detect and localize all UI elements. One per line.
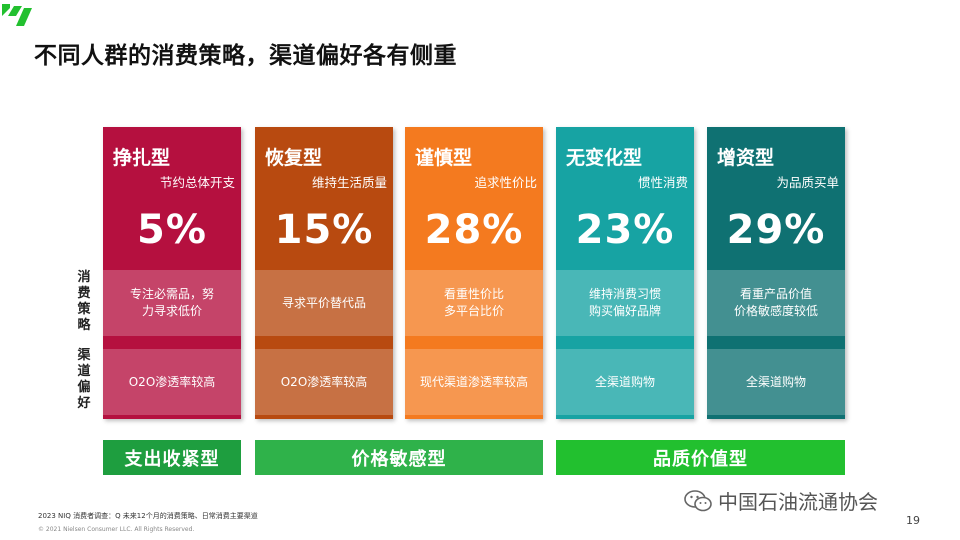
channel-band: 现代渠道渗透率较高 xyxy=(405,349,543,415)
strategy-text: 维持消费习惯 购买偏好品牌 xyxy=(588,287,661,318)
strategy-text: 看重性价比 多平台比价 xyxy=(443,287,504,318)
channel-band: O2O渗透率较高 xyxy=(103,349,241,415)
segment-card-recovering: 恢复型 维持生活质量 15% 寻求平价替代品 O2O渗透率较高 xyxy=(255,127,393,419)
page-title: 不同人群的消费策略，渠道偏好各有侧重 xyxy=(34,43,457,69)
segment-name: 无变化型 xyxy=(566,147,643,169)
source-footnote: 2023 NIQ 消费者调查：Q 未来12个月的消费策略、日常消费主要渠道 xyxy=(38,512,258,520)
copyright-notice: © 2021 Nielsen Consumer LLC. All Rights … xyxy=(38,526,195,533)
segment-subtitle: 为品质买单 xyxy=(776,175,839,190)
segment-name: 挣扎型 xyxy=(113,147,171,169)
segment-subtitle: 节约总体开支 xyxy=(159,175,235,190)
wechat-watermark: 中国石油流通协会 xyxy=(684,486,878,515)
strategy-band: 看重产品价值 价格敏感度较低 xyxy=(707,270,845,336)
strategy-text: 寻求平价替代品 xyxy=(281,295,366,310)
segment-subtitle: 惯性消费 xyxy=(637,175,688,190)
group-label-quality-value: 品质价值型 xyxy=(556,440,845,475)
strategy-text: 看重产品价值 价格敏感度较低 xyxy=(733,287,818,318)
channel-band: 全渠道购物 xyxy=(707,349,845,415)
group-label-price-sensitive: 价格敏感型 xyxy=(255,440,543,475)
niq-logo-icon xyxy=(2,4,32,26)
channel-text: O2O渗透率较高 xyxy=(280,374,368,389)
channel-text: 现代渠道渗透率较高 xyxy=(419,374,528,389)
channel-text: 全渠道购物 xyxy=(594,374,655,389)
strategy-band: 看重性价比 多平台比价 xyxy=(405,270,543,336)
segment-percentage: 15% xyxy=(274,207,374,253)
page-number: 19 xyxy=(906,514,920,527)
segment-percentage: 5% xyxy=(137,207,207,253)
segment-percentage: 23% xyxy=(575,207,675,253)
segment-name: 恢复型 xyxy=(265,147,323,169)
segment-percentage: 29% xyxy=(726,207,826,253)
segment-card-cautious: 谨慎型 追求性价比 28% 看重性价比 多平台比价 现代渠道渗透率较高 xyxy=(405,127,543,419)
group-label-spending-tight: 支出收紧型 xyxy=(103,440,241,475)
segment-name: 谨慎型 xyxy=(415,147,473,169)
watermark-text: 中国石油流通协会 xyxy=(718,490,878,514)
segment-subtitle: 维持生活质量 xyxy=(311,175,387,190)
channel-text: O2O渗透率较高 xyxy=(128,374,216,389)
segment-subtitle: 追求性价比 xyxy=(474,175,537,190)
channel-text: 全渠道购物 xyxy=(745,374,806,389)
wechat-icon xyxy=(684,489,712,511)
strategy-side-label: 消费策略 xyxy=(77,270,91,333)
strategy-band: 专注必需品，努 力寻求低价 xyxy=(103,270,241,336)
segment-percentage: 28% xyxy=(424,207,524,253)
segment-name: 增资型 xyxy=(717,147,775,169)
channel-band: 全渠道购物 xyxy=(556,349,694,415)
strategy-band: 维持消费习惯 购买偏好品牌 xyxy=(556,270,694,336)
strategy-text: 专注必需品，努 力寻求低价 xyxy=(129,287,214,318)
segment-card-increasing: 增资型 为品质买单 29% 看重产品价值 价格敏感度较低 全渠道购物 xyxy=(707,127,845,419)
channel-band: O2O渗透率较高 xyxy=(255,349,393,415)
strategy-band: 寻求平价替代品 xyxy=(255,270,393,336)
segment-card-unchanged: 无变化型 惯性消费 23% 维持消费习惯 购买偏好品牌 全渠道购物 xyxy=(556,127,694,419)
segment-card-struggling: 挣扎型 节约总体开支 5% 专注必需品，努 力寻求低价 O2O渗透率较高 xyxy=(103,127,241,419)
channel-side-label: 渠道偏好 xyxy=(77,348,91,411)
